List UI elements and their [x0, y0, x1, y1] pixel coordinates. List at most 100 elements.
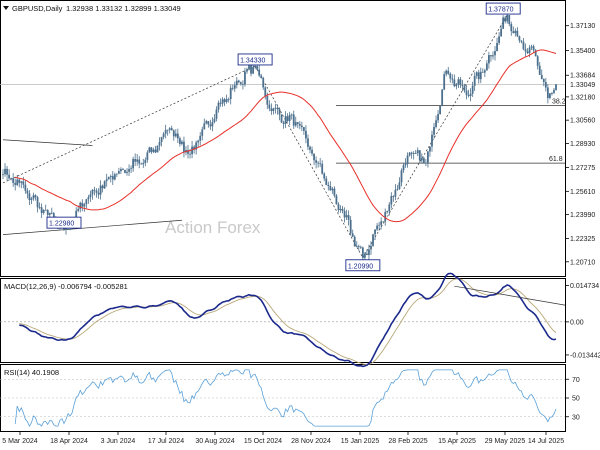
candle: [189, 153, 191, 155]
candle: [400, 170, 403, 183]
candle: [315, 160, 317, 163]
candle: [455, 84, 458, 87]
candle: [418, 150, 421, 161]
candle: [36, 197, 39, 208]
trend-line: [254, 65, 364, 258]
rsi-layer: [0, 369, 565, 427]
candle: [256, 65, 259, 70]
candle: [323, 173, 326, 179]
candle: [449, 73, 452, 79]
candle: [292, 114, 295, 126]
candle: [359, 246, 362, 248]
candle: [242, 83, 244, 85]
candle: [536, 56, 539, 66]
candle: [305, 130, 307, 139]
price-annotation-box: [485, 2, 521, 15]
y-tick-label: 1.27275: [570, 165, 595, 172]
candle: [313, 153, 315, 161]
candle: [274, 107, 277, 109]
candle: [270, 108, 273, 111]
candle: [231, 87, 234, 89]
candle: [368, 249, 370, 256]
x-tick-label: 30 Aug 2024: [195, 438, 234, 445]
candle: [132, 158, 135, 169]
candle: [195, 142, 198, 150]
candle: [329, 186, 332, 191]
candle: [498, 36, 500, 43]
candle: [115, 173, 118, 175]
candle: [302, 127, 305, 131]
y-tick-label: 1.35400: [570, 48, 595, 55]
candle: [20, 181, 23, 183]
trend-line: [2, 139, 93, 146]
candle: [191, 146, 193, 155]
candle: [429, 146, 431, 152]
candle: [174, 133, 177, 137]
candle: [386, 211, 389, 213]
candle: [122, 169, 124, 170]
candle: [150, 147, 153, 152]
price-annotation: 1.20990: [348, 263, 373, 270]
ohlc-label: 1.32938 1.33132 1.32899 1.33049: [66, 4, 181, 13]
candle: [363, 253, 366, 258]
candle: [544, 82, 547, 88]
collapse-triangle-icon[interactable]: [3, 6, 9, 10]
candle: [433, 126, 435, 135]
candle: [14, 182, 17, 185]
candle: [176, 133, 179, 139]
candle: [481, 71, 484, 73]
candle: [549, 93, 551, 99]
candle: [203, 123, 206, 130]
candle: [416, 150, 419, 154]
candle: [374, 229, 376, 235]
price-annotation-box: [46, 216, 82, 229]
candle: [75, 210, 78, 218]
candle: [406, 155, 409, 164]
candle: [266, 95, 269, 105]
candle: [254, 65, 257, 67]
candle: [272, 108, 275, 111]
candle: [162, 133, 165, 138]
candle: [50, 212, 53, 214]
y-tick-label: 1.28930: [570, 141, 595, 148]
candle: [10, 178, 13, 179]
candle: [490, 55, 492, 57]
candle: [250, 65, 252, 74]
candle: [260, 75, 263, 78]
candle: [408, 152, 411, 156]
macd-line: [19, 272, 557, 368]
candle: [494, 51, 496, 56]
macd-y-label: 0.00: [570, 319, 584, 326]
price-annotation: 1.37870: [488, 7, 513, 14]
macd-y-label: 0.014734: [570, 283, 599, 290]
candle: [437, 114, 439, 121]
candle: [457, 79, 460, 85]
candle: [469, 93, 472, 97]
candle: [124, 169, 126, 173]
candle: [542, 78, 545, 83]
macd-trend-line: [454, 285, 566, 306]
macd-title: MACD(12,26,9) -0.006794 -0.005281: [4, 282, 128, 291]
candle: [453, 79, 456, 87]
candle: [361, 247, 364, 258]
y-axis: 1.37130 1.35400 1.33684 1.32180 1.30560 1.289…: [565, 23, 600, 421]
candle: [410, 152, 413, 154]
candle: [522, 41, 525, 50]
candle: [258, 69, 261, 76]
candle: [339, 208, 342, 211]
candle: [331, 188, 334, 191]
candle: [166, 129, 169, 131]
candle: [237, 80, 240, 83]
candle: [349, 219, 352, 234]
candle: [107, 176, 110, 180]
candle: [424, 162, 427, 164]
candle: [345, 215, 348, 218]
candle: [510, 24, 513, 32]
candle: [465, 90, 468, 96]
candle: [370, 245, 372, 250]
candle: [500, 28, 503, 37]
candle: [16, 179, 19, 185]
fib-label: 61.8: [549, 156, 563, 163]
candle: [170, 128, 173, 131]
y-tick-label: 1.37130: [570, 23, 595, 30]
